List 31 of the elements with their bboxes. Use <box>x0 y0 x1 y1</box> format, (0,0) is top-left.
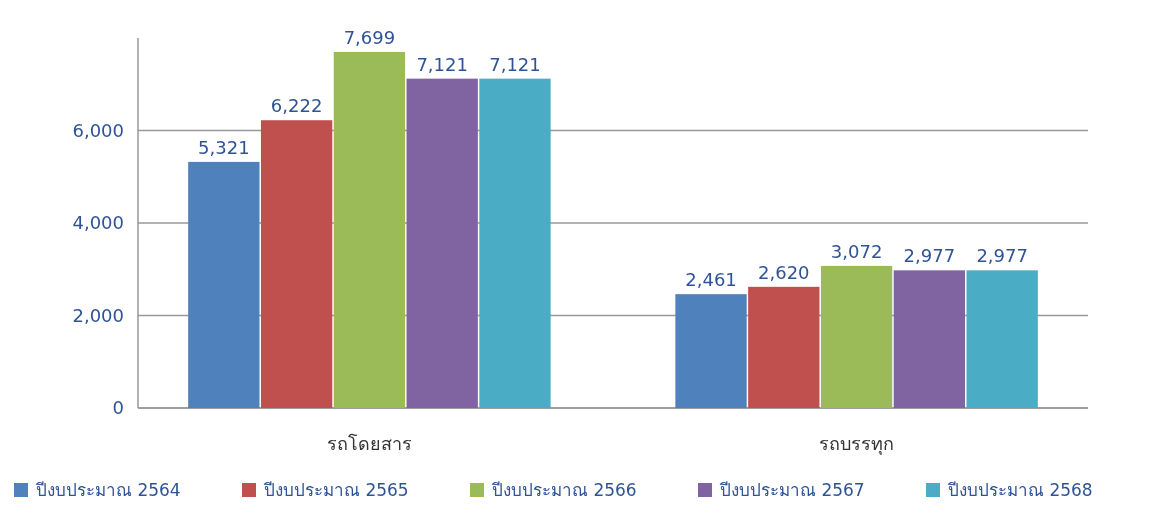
y-tick-label: 6,000 <box>72 119 124 141</box>
legend-label: ปีงบประมาณ 2566 <box>491 480 637 500</box>
bar <box>406 78 478 408</box>
legend-label: ปีงบประมาณ 2565 <box>263 480 409 500</box>
bar <box>820 265 893 408</box>
data-label: 2,620 <box>758 261 810 283</box>
x-tick-label: รถโดยสาร <box>326 433 412 454</box>
y-tick-label: 2,000 <box>72 304 124 326</box>
y-tick-label: 4,000 <box>72 212 124 234</box>
legend-label: ปีงบประมาณ 2564 <box>35 480 181 500</box>
data-label: 2,461 <box>685 269 737 291</box>
bar <box>333 51 406 408</box>
bar <box>260 120 333 408</box>
bar <box>479 78 551 408</box>
data-label: 5,321 <box>198 136 250 158</box>
data-label: 7,699 <box>343 26 396 48</box>
data-label: 2,977 <box>976 245 1028 267</box>
x-tick-label: รถบรรทุก <box>819 433 895 455</box>
legend-label: ปีงบประมาณ 2568 <box>947 480 1093 500</box>
data-label: 2,977 <box>903 245 956 267</box>
bar <box>748 286 820 408</box>
bar <box>966 270 1038 408</box>
legend-label: ปีงบประมาณ 2567 <box>719 480 865 500</box>
data-label: 7,121 <box>489 53 541 75</box>
y-tick-label: 0 <box>112 397 124 419</box>
data-label: 6,222 <box>270 95 323 117</box>
bar <box>893 270 966 408</box>
bar <box>188 161 260 408</box>
bar <box>675 294 747 408</box>
data-label: 7,121 <box>416 53 468 75</box>
data-label: 3,072 <box>830 240 883 262</box>
